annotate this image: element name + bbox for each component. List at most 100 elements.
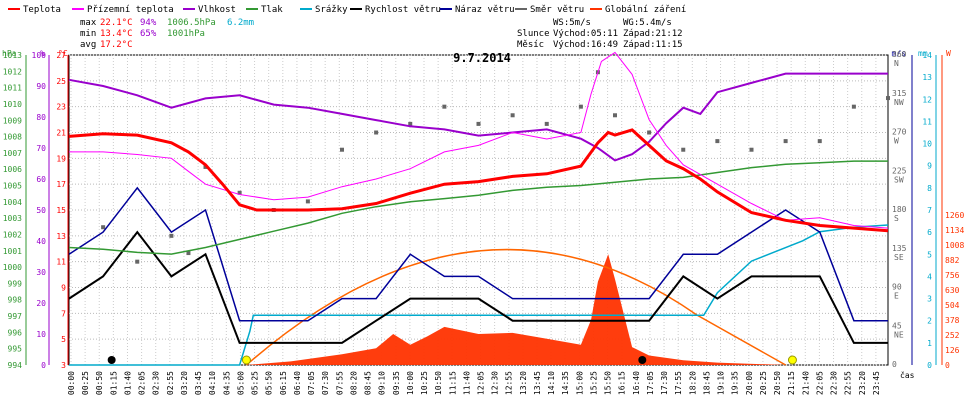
x-tick-label: 06:15 [279, 371, 288, 395]
legend-label-rychlost: Rychlost větru [365, 5, 441, 15]
series-vlhkost [68, 72, 888, 162]
w-tick-label: 1260 [945, 211, 964, 220]
series-smer-point [135, 259, 140, 264]
x-tick-label: 22:30 [830, 371, 839, 395]
series-smer-point [715, 139, 720, 144]
x-tick-label: 16:15 [618, 371, 627, 395]
x-tick-label: 19:35 [731, 371, 740, 395]
degc-tick-label: 17 [56, 180, 66, 189]
series-smer-point [783, 139, 788, 144]
axis-unit-pct: % [40, 49, 45, 58]
stat-0-0: max [80, 18, 97, 28]
w-tick-label: 756 [945, 271, 960, 280]
series-smer-point [408, 121, 413, 126]
x-tick-label: 05:00 [236, 371, 245, 395]
x-tick-label: 07:05 [307, 371, 316, 395]
moon-set: Západ:11:15 [623, 40, 683, 50]
dir-tick-label: 360 [892, 50, 907, 59]
hpa-tick-label: 996 [8, 328, 23, 337]
w-tick-label: 378 [945, 316, 960, 325]
hpa-tick-label: 1004 [3, 198, 22, 207]
hpa-tick-label: 998 [8, 296, 23, 305]
series-smer-point [340, 147, 344, 152]
w-tick-label: 126 [945, 346, 960, 355]
moon-label: Měsíc [517, 40, 544, 50]
moonset-marker [107, 356, 116, 364]
legend-label-teplota: Teplota [23, 5, 61, 15]
x-tick-label: 08:45 [364, 371, 373, 395]
x-tick-label: 22:55 [844, 371, 853, 395]
series-smer-point [749, 147, 754, 152]
legend-label-naraz: Náraz větru [455, 5, 515, 15]
series-smer-point [886, 96, 890, 101]
pct-tick-label: 70 [36, 144, 46, 153]
x-tick-label: 10:50 [434, 371, 443, 395]
ms-tick-label: 4 [927, 272, 932, 281]
legend-label-pocitova: Přízemní teplota [87, 5, 174, 15]
ms-tick-label: 8 [927, 184, 932, 193]
x-tick-label: 02:05 [138, 371, 147, 395]
sunset-marker [787, 355, 797, 365]
degc-tick-label: 15 [56, 206, 66, 215]
stat-1-0: min [80, 29, 96, 39]
axis-unit-hpa: hPa [2, 49, 17, 58]
stat-2-1: 17.2°C [100, 40, 133, 50]
x-tick-label: 09:35 [392, 371, 401, 395]
dir-tick-label: 225 [892, 166, 907, 175]
x-axis-label: čas [900, 370, 915, 380]
series-smer-point [647, 130, 652, 135]
series-smer-point [613, 113, 617, 118]
degc-tick-label: 19 [56, 154, 66, 163]
series-smer-point [305, 199, 310, 204]
hpa-tick-label: 1008 [3, 133, 22, 142]
stat-2-0: avg [80, 40, 96, 50]
series-smer-point [101, 225, 106, 230]
x-tick-label: 20:00 [745, 371, 754, 395]
x-tick-label: 07:55 [335, 371, 344, 395]
dir-tick-label: 0 [892, 360, 897, 369]
w-tick-label: 504 [945, 301, 960, 310]
ms-tick-label: 1 [927, 339, 932, 348]
sunrise-marker [241, 355, 251, 365]
x-tick-label: 17:30 [660, 371, 669, 395]
x-tick-label: 23:20 [858, 371, 867, 395]
x-tick-label: 11:40 [462, 371, 471, 395]
hpa-tick-label: 1012 [3, 67, 22, 76]
x-tick-label: 13:45 [533, 371, 542, 395]
chart-title: 9.7.2014 [453, 51, 511, 65]
x-tick-label: 10:25 [420, 371, 429, 395]
dir-compass-label: NW [894, 98, 904, 107]
ms-tick-label: 13 [922, 73, 932, 82]
pct-tick-label: 50 [36, 206, 46, 215]
moon-rise: Východ:16:49 [553, 40, 618, 50]
series-smer-point [851, 104, 856, 109]
axis-unit-ms: m/s [892, 49, 907, 58]
ms-tick-label: 7 [927, 206, 932, 215]
ms-tick-label: 3 [927, 295, 932, 304]
legend-label-srazky: Srážky [315, 5, 348, 15]
series-tlak [68, 160, 888, 255]
x-tick-label: 12:05 [477, 371, 486, 395]
w-tick-label: 1008 [945, 241, 964, 250]
stat-0-2: 94% [140, 18, 157, 28]
sun-set: Západ:21:12 [623, 29, 683, 39]
pct-tick-label: 10 [36, 330, 46, 339]
degc-tick-label: 3 [61, 361, 66, 370]
dir-tick-label: 45 [892, 321, 902, 330]
series-smer-point [374, 130, 379, 135]
x-tick-label: 18:20 [688, 371, 697, 395]
x-tick-label: 13:20 [519, 371, 528, 395]
hpa-tick-label: 995 [8, 345, 23, 354]
degc-tick-label: 23 [56, 103, 66, 112]
x-tick-label: 07:30 [321, 371, 330, 395]
dir-compass-label: E [894, 292, 899, 301]
hpa-tick-label: 997 [8, 312, 23, 321]
w-tick-label: 882 [945, 256, 960, 265]
hpa-tick-label: 1005 [3, 182, 22, 191]
degc-tick-label: 7 [61, 309, 66, 318]
stat-0-1: 22.1°C [100, 18, 133, 28]
degc-tick-label: 27 [56, 51, 66, 60]
series-teplota [68, 128, 889, 233]
x-tick-label: 00:00 [67, 371, 76, 395]
